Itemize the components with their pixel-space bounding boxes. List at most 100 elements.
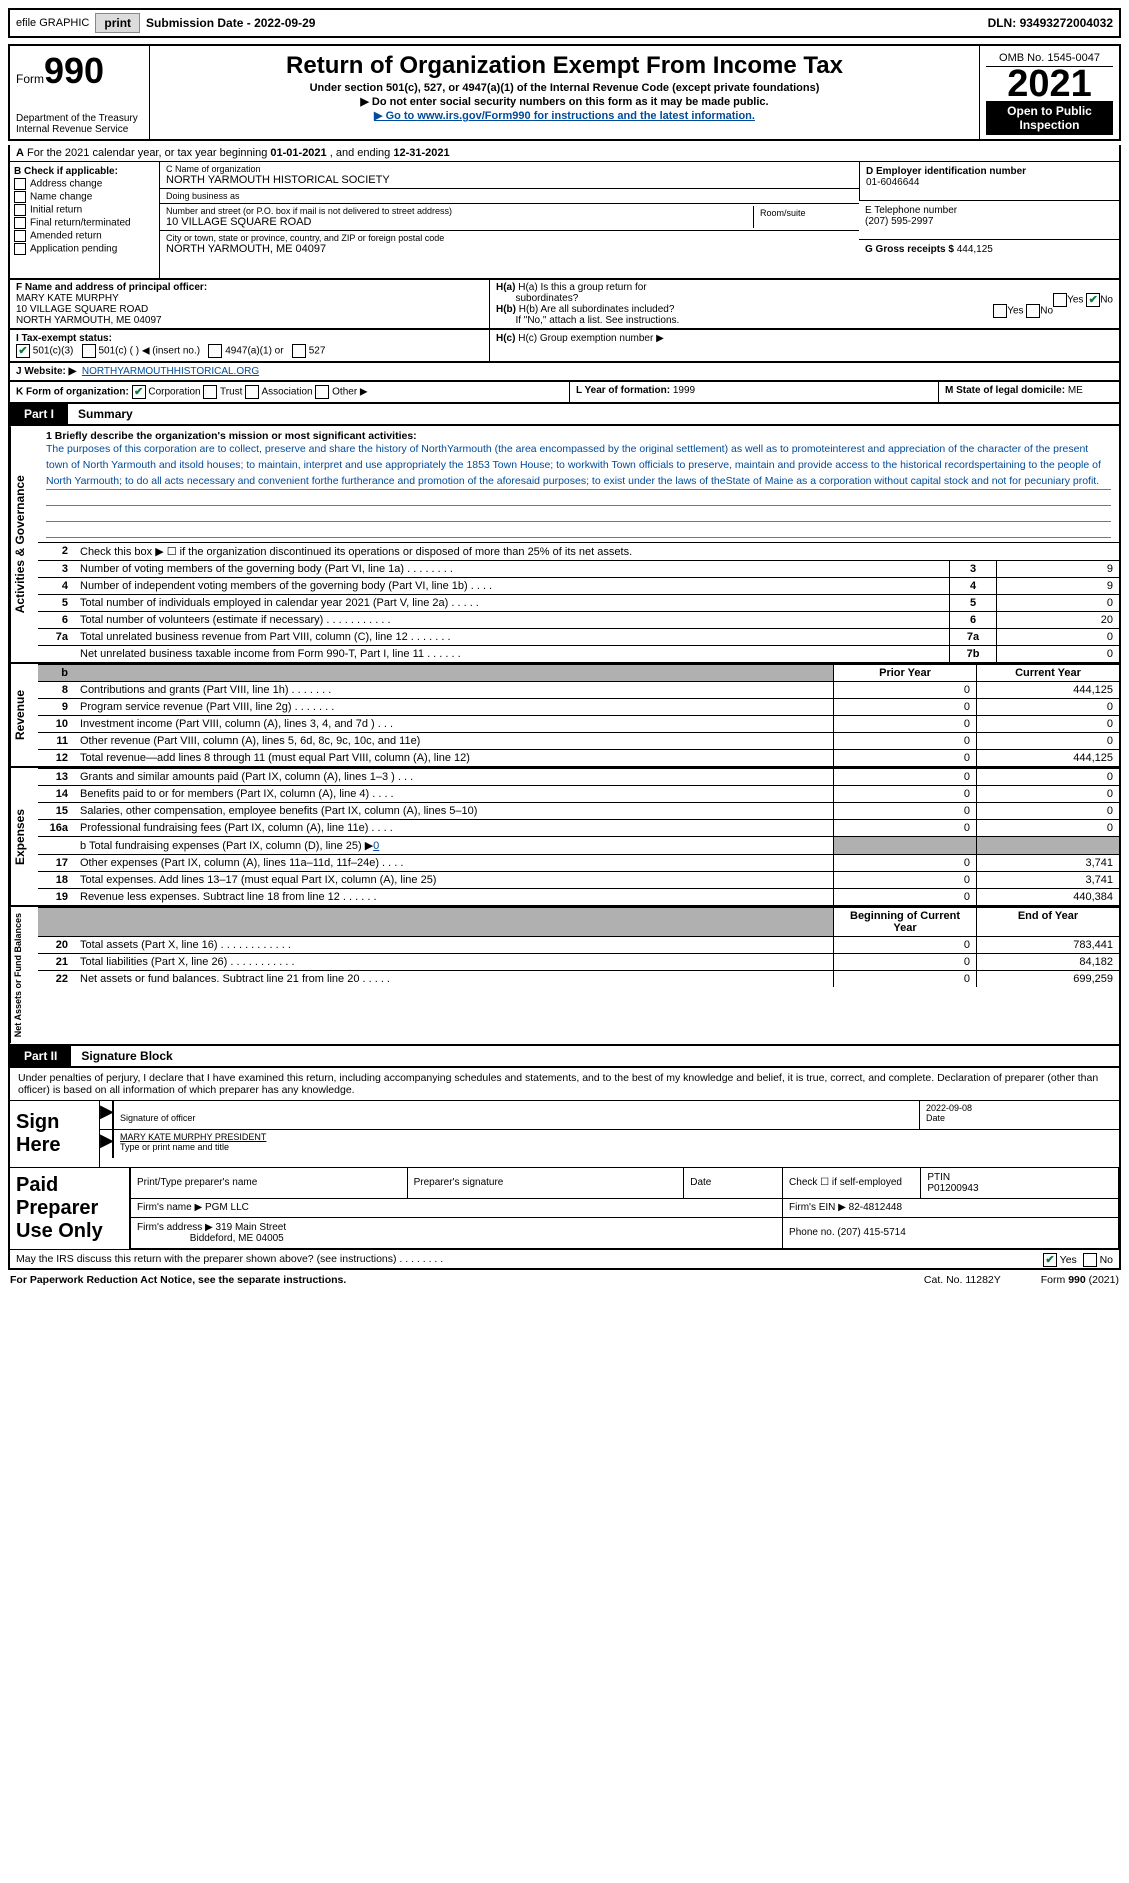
exp-table: 13Grants and similar amounts paid (Part …	[38, 768, 1119, 905]
r16b: b Total fundraising expenses (Part IX, c…	[74, 837, 834, 855]
subtitle-1: Under section 501(c), 527, or 4947(a)(1)…	[156, 82, 973, 94]
val-3: 9	[997, 561, 1120, 578]
checkbox-icon[interactable]	[14, 217, 26, 229]
header-right: OMB No. 1545-0047 2021 Open to Public In…	[979, 46, 1119, 139]
print-button[interactable]: print	[95, 13, 140, 33]
hdr-curr: Current Year	[977, 665, 1120, 682]
row-fh: F Name and address of principal officer:…	[8, 280, 1121, 330]
website-link[interactable]: NORTHYARMOUTHHISTORICAL.ORG	[82, 366, 259, 377]
discuss-row: May the IRS discuss this return with the…	[10, 1249, 1119, 1268]
rev-block: Revenue bPrior YearCurrent Year 8Contrib…	[8, 664, 1121, 768]
sig-name-row: ▶ MARY KATE MURPHY PRESIDENT Type or pri…	[100, 1130, 1119, 1158]
firm-phone-cell: Phone no. (207) 415-5714	[783, 1217, 1119, 1248]
row-i: I Tax-exempt status: ✔ 501(c)(3) 501(c) …	[8, 330, 1121, 363]
org-name: NORTH YARMOUTH HISTORICAL SOCIETY	[166, 174, 853, 186]
checkbox-icon[interactable]	[292, 344, 306, 358]
website-row: J Website: ▶ NORTHYARMOUTHHISTORICAL.ORG	[10, 363, 1119, 380]
exp-content: 13Grants and similar amounts paid (Part …	[38, 768, 1119, 905]
paperwork-notice: For Paperwork Reduction Act Notice, see …	[10, 1274, 346, 1286]
perjury-statement: Under penalties of perjury, I declare th…	[10, 1068, 1119, 1100]
row-j: J Website: ▶ NORTHYARMOUTHHISTORICAL.ORG	[8, 363, 1121, 382]
rev-table: bPrior YearCurrent Year 8Contributions a…	[38, 664, 1119, 766]
checkbox-icon[interactable]	[14, 191, 26, 203]
checkbox-yes-icon[interactable]	[993, 304, 1007, 318]
vert-exp: Expenses	[10, 768, 38, 905]
chk-name: Name change	[14, 191, 155, 203]
checkbox-no-icon[interactable]	[1026, 304, 1040, 318]
top-bar: efile GRAPHIC print Submission Date - 20…	[8, 8, 1121, 38]
val-18: 3,741	[977, 872, 1120, 889]
exp-block: Expenses 13Grants and similar amounts pa…	[8, 768, 1121, 907]
street-address: 10 VILLAGE SQUARE ROAD	[166, 216, 753, 228]
val-21: 84,182	[977, 954, 1120, 971]
room-block: Room/suite	[753, 206, 853, 228]
vert-net: Net Assets or Fund Balances	[10, 907, 38, 1043]
street-block: Number and street (or P.O. box if mail i…	[160, 204, 859, 231]
checkbox-yes-icon[interactable]: ✔	[1043, 1253, 1057, 1267]
arrow-icon: ▶	[100, 1101, 112, 1129]
sign-here-right: ▶ Signature of officer 2022-09-08 Date ▶…	[100, 1101, 1119, 1167]
tax-year: 2021	[986, 67, 1113, 101]
sign-here-label: Sign Here	[10, 1101, 100, 1167]
checkbox-icon[interactable]	[14, 204, 26, 216]
checkbox-icon[interactable]	[315, 385, 329, 399]
checkbox-yes-icon[interactable]	[1053, 293, 1067, 307]
department-label: Department of the Treasury Internal Reve…	[16, 113, 143, 135]
checkbox-icon[interactable]	[208, 344, 222, 358]
identity-block: B Check if applicable: Address change Na…	[8, 162, 1121, 280]
mission-row: 1 Briefly describe the organization's mi…	[38, 426, 1119, 542]
prep-date-label: Date	[684, 1168, 783, 1198]
gross-receipts-block: G Gross receipts $ 444,125	[859, 240, 1119, 278]
city-block: City or town, state or province, country…	[160, 231, 859, 257]
cat-no: Cat. No. 11282Y	[924, 1274, 1001, 1286]
val-7b: 0	[997, 646, 1120, 663]
blank-line	[46, 506, 1111, 522]
signature-block: Under penalties of perjury, I declare th…	[8, 1068, 1121, 1270]
checkbox-icon[interactable]	[14, 230, 26, 242]
checkbox-icon[interactable]	[245, 385, 259, 399]
blank-line	[46, 490, 1111, 506]
checkbox-icon[interactable]	[14, 178, 26, 190]
hdr-end: End of Year	[977, 908, 1120, 937]
principal-officer: F Name and address of principal officer:…	[10, 280, 490, 328]
prep-check-label: Check ☐ if self-employed	[783, 1168, 921, 1198]
sig-officer-row: ▶ Signature of officer 2022-09-08 Date	[100, 1101, 1119, 1130]
form-number: Form990	[16, 50, 143, 92]
part2-label: Part II	[10, 1046, 71, 1066]
chk-application: Application pending	[14, 243, 155, 255]
gov-content: 1 Briefly describe the organization's mi…	[38, 426, 1119, 662]
val-5: 0	[997, 595, 1120, 612]
val-12: 444,125	[977, 750, 1120, 767]
subtitle-2: ▶ Do not enter social security numbers o…	[156, 95, 973, 108]
net-content: Beginning of Current YearEnd of Year 20T…	[38, 907, 1119, 1043]
vert-gov: Activities & Governance	[10, 426, 38, 662]
checkbox-icon[interactable]	[203, 385, 217, 399]
hc-row: H(c) H(c) Group exemption number ▶	[490, 330, 1119, 361]
vert-rev: Revenue	[10, 664, 38, 766]
checkbox-no-icon[interactable]: ✔	[1086, 293, 1100, 307]
irs-link[interactable]: www.irs.gov/Form990	[417, 110, 530, 122]
gov-table: 2Check this box ▶ ☐ if the organization …	[38, 542, 1119, 662]
val-19: 440,384	[977, 889, 1120, 906]
preparer-label: Paid Preparer Use Only	[10, 1168, 130, 1249]
tax-exempt-status: I Tax-exempt status: ✔ 501(c)(3) 501(c) …	[10, 330, 490, 361]
rev-content: bPrior YearCurrent Year 8Contributions a…	[38, 664, 1119, 766]
sig-officer-cell: Signature of officer	[112, 1101, 919, 1129]
hb-row: H(b) H(b) Are all subordinates included?…	[496, 304, 1113, 326]
form-title: Return of Organization Exempt From Incom…	[156, 52, 973, 80]
prep-name-label: Print/Type preparer's name	[131, 1168, 408, 1198]
checkbox-no-icon[interactable]	[1083, 1253, 1097, 1267]
checkbox-icon[interactable]	[82, 344, 96, 358]
firm-addr-cell: Firm's address ▶ 319 Main Street Biddefo…	[131, 1217, 783, 1248]
val-20: 783,441	[977, 937, 1120, 954]
city-state-zip: NORTH YARMOUTH, ME 04097	[166, 243, 853, 255]
firm-ein-cell: Firm's EIN ▶ 82-4812448	[783, 1198, 1119, 1217]
net-table: Beginning of Current YearEnd of Year 20T…	[38, 907, 1119, 987]
checkbox-icon[interactable]	[14, 243, 26, 255]
arrow-icon: ▶	[100, 1130, 112, 1158]
checkbox-corp-icon[interactable]: ✔	[132, 385, 146, 399]
sig-date-cell: 2022-09-08 Date	[919, 1101, 1119, 1129]
checkbox-501c3-icon[interactable]: ✔	[16, 344, 30, 358]
prep-sig-label: Preparer's signature	[407, 1168, 684, 1198]
chk-amended: Amended return	[14, 230, 155, 242]
